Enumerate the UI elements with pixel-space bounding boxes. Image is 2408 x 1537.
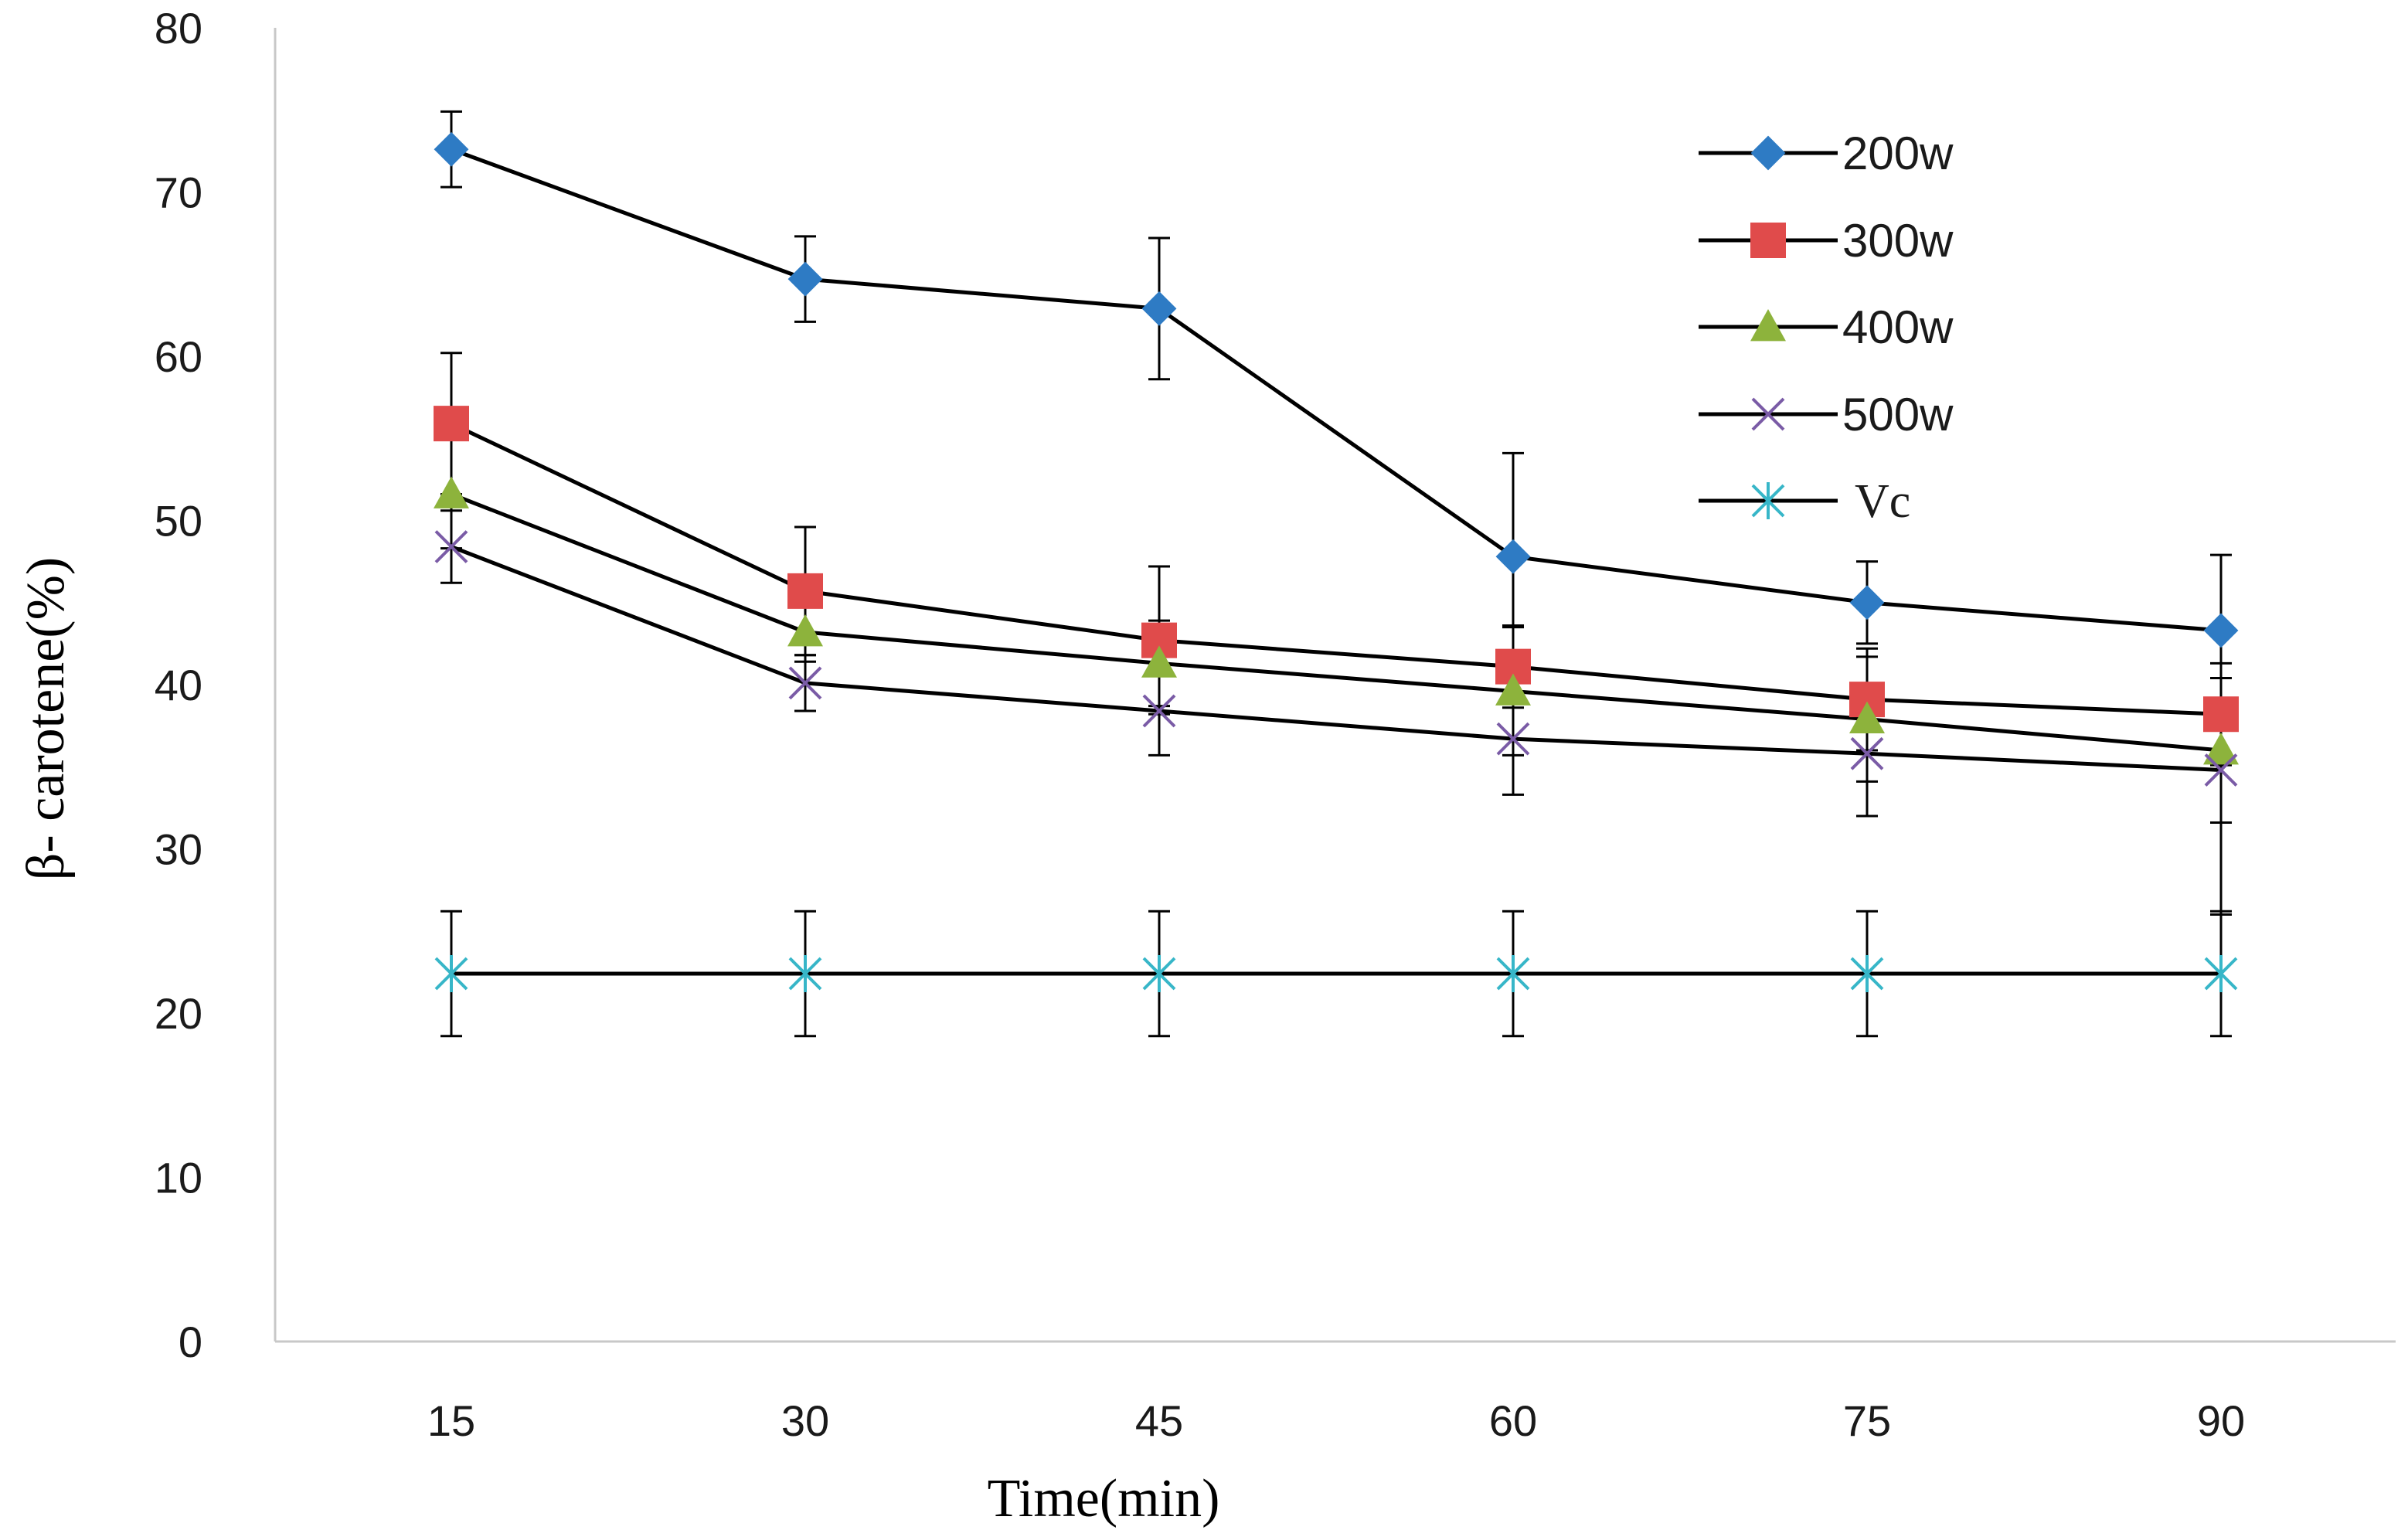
- data-point-400w: [1849, 701, 1885, 734]
- series-line-400w: [451, 492, 2222, 753]
- y-tick-label: 20: [155, 989, 202, 1038]
- legend-label: 500w: [1842, 389, 1954, 440]
- legend-marker: [1751, 397, 1785, 431]
- axes: [274, 28, 2396, 1343]
- legend-item-400w: 400w: [1699, 301, 1954, 353]
- data-point-500w: [434, 530, 468, 563]
- y-tick-labels: 0 10 20 30 40 50 60 70 80: [155, 4, 202, 1366]
- marker-shape: [787, 614, 823, 647]
- marker-shape: [1495, 673, 1531, 706]
- x-axis-title: Time(min): [988, 1469, 1220, 1528]
- data-point-vc: [1850, 955, 1884, 992]
- data-point-400w: [1495, 673, 1531, 706]
- legend-label: 300w: [1842, 215, 1954, 267]
- x-tick-label: 30: [781, 1396, 829, 1445]
- legend-label: 400w: [1842, 301, 1954, 353]
- series-lines: [450, 147, 2222, 976]
- legend-item-vc: Vc: [1699, 475, 1910, 528]
- marker-stroke: [1850, 736, 1884, 770]
- data-point-200w: [1849, 585, 1885, 621]
- data-point-400w: [434, 476, 469, 508]
- y-tick-label: 50: [155, 497, 202, 546]
- marker-stroke: [1751, 397, 1785, 431]
- data-point-400w: [2203, 733, 2239, 765]
- legend-label: 200w: [1842, 128, 1954, 179]
- legend-item-500w: 500w: [1699, 389, 1954, 440]
- data-point-300w: [434, 406, 469, 442]
- marker-shape: [1141, 645, 1177, 678]
- error-bars: [440, 110, 2232, 1038]
- marker-shape: [1750, 135, 1786, 171]
- marker-stroke: [788, 666, 822, 700]
- data-point-vc: [788, 955, 822, 992]
- x-tick-label: 15: [427, 1396, 475, 1445]
- series-line-300w: [450, 421, 2222, 716]
- series-line-500w: [451, 545, 2222, 772]
- data-point-300w: [787, 573, 823, 609]
- data-point-500w: [2204, 753, 2238, 787]
- marker-shape: [2203, 733, 2239, 765]
- legend: 200w 300w 400w 500w Vc: [1699, 128, 1954, 528]
- x-tick-label: 75: [1843, 1396, 1891, 1445]
- marker-stroke: [434, 530, 468, 563]
- x-tick-label: 45: [1135, 1396, 1183, 1445]
- marker-stroke: [1496, 722, 1530, 756]
- legend-item-300w: 300w: [1699, 215, 1954, 267]
- data-point-500w: [1142, 694, 1176, 728]
- series-markers: [434, 131, 2239, 992]
- data-point-200w: [434, 131, 469, 167]
- data-point-vc: [2204, 955, 2238, 992]
- series-line-200w: [451, 147, 2222, 633]
- marker-shape: [1849, 701, 1885, 734]
- marker-stroke: [1142, 694, 1176, 728]
- marker-shape: [1849, 585, 1885, 621]
- x-tick-labels: 15 30 45 60 75 90: [427, 1396, 2245, 1445]
- legend-label: Vc: [1855, 475, 1910, 528]
- data-point-200w: [1141, 291, 1177, 326]
- data-point-200w: [787, 261, 823, 297]
- y-tick-label: 40: [155, 661, 202, 709]
- marker-shape: [1495, 539, 1531, 574]
- marker-shape: [434, 406, 469, 442]
- y-tick-label: 30: [155, 825, 202, 874]
- x-tick-label: 90: [2197, 1396, 2245, 1445]
- marker-shape: [1750, 223, 1786, 258]
- data-point-400w: [1141, 645, 1177, 678]
- marker-shape: [2203, 613, 2239, 648]
- data-point-300w: [2203, 696, 2239, 733]
- y-tick-label: 0: [179, 1318, 202, 1366]
- data-point-500w: [788, 666, 822, 700]
- marker-shape: [787, 261, 823, 297]
- y-tick-label: 10: [155, 1154, 202, 1202]
- marker-shape: [434, 131, 469, 167]
- y-tick-label: 80: [155, 4, 202, 53]
- data-point-200w: [2203, 613, 2239, 648]
- data-point-500w: [1850, 736, 1884, 770]
- y-tick-label: 60: [155, 332, 202, 381]
- data-point-400w: [787, 614, 823, 647]
- marker-shape: [434, 476, 469, 508]
- marker-shape: [2203, 696, 2239, 733]
- data-point-vc: [1496, 955, 1530, 992]
- marker-shape: [1750, 309, 1786, 342]
- legend-marker: [1751, 482, 1785, 519]
- legend-marker: [1750, 309, 1786, 342]
- y-axis-title: β- carotene(%): [16, 557, 76, 880]
- legend-marker: [1750, 223, 1786, 258]
- data-point-200w: [1495, 539, 1531, 574]
- marker-shape: [787, 573, 823, 609]
- y-tick-label: 70: [155, 168, 202, 217]
- data-point-500w: [1496, 722, 1530, 756]
- legend-item-200w: 200w: [1699, 128, 1954, 179]
- legend-marker: [1750, 135, 1786, 171]
- marker-shape: [1141, 291, 1177, 326]
- x-tick-label: 60: [1489, 1396, 1537, 1445]
- data-point-vc: [434, 955, 468, 992]
- marker-stroke: [2204, 753, 2238, 787]
- data-point-vc: [1142, 955, 1176, 992]
